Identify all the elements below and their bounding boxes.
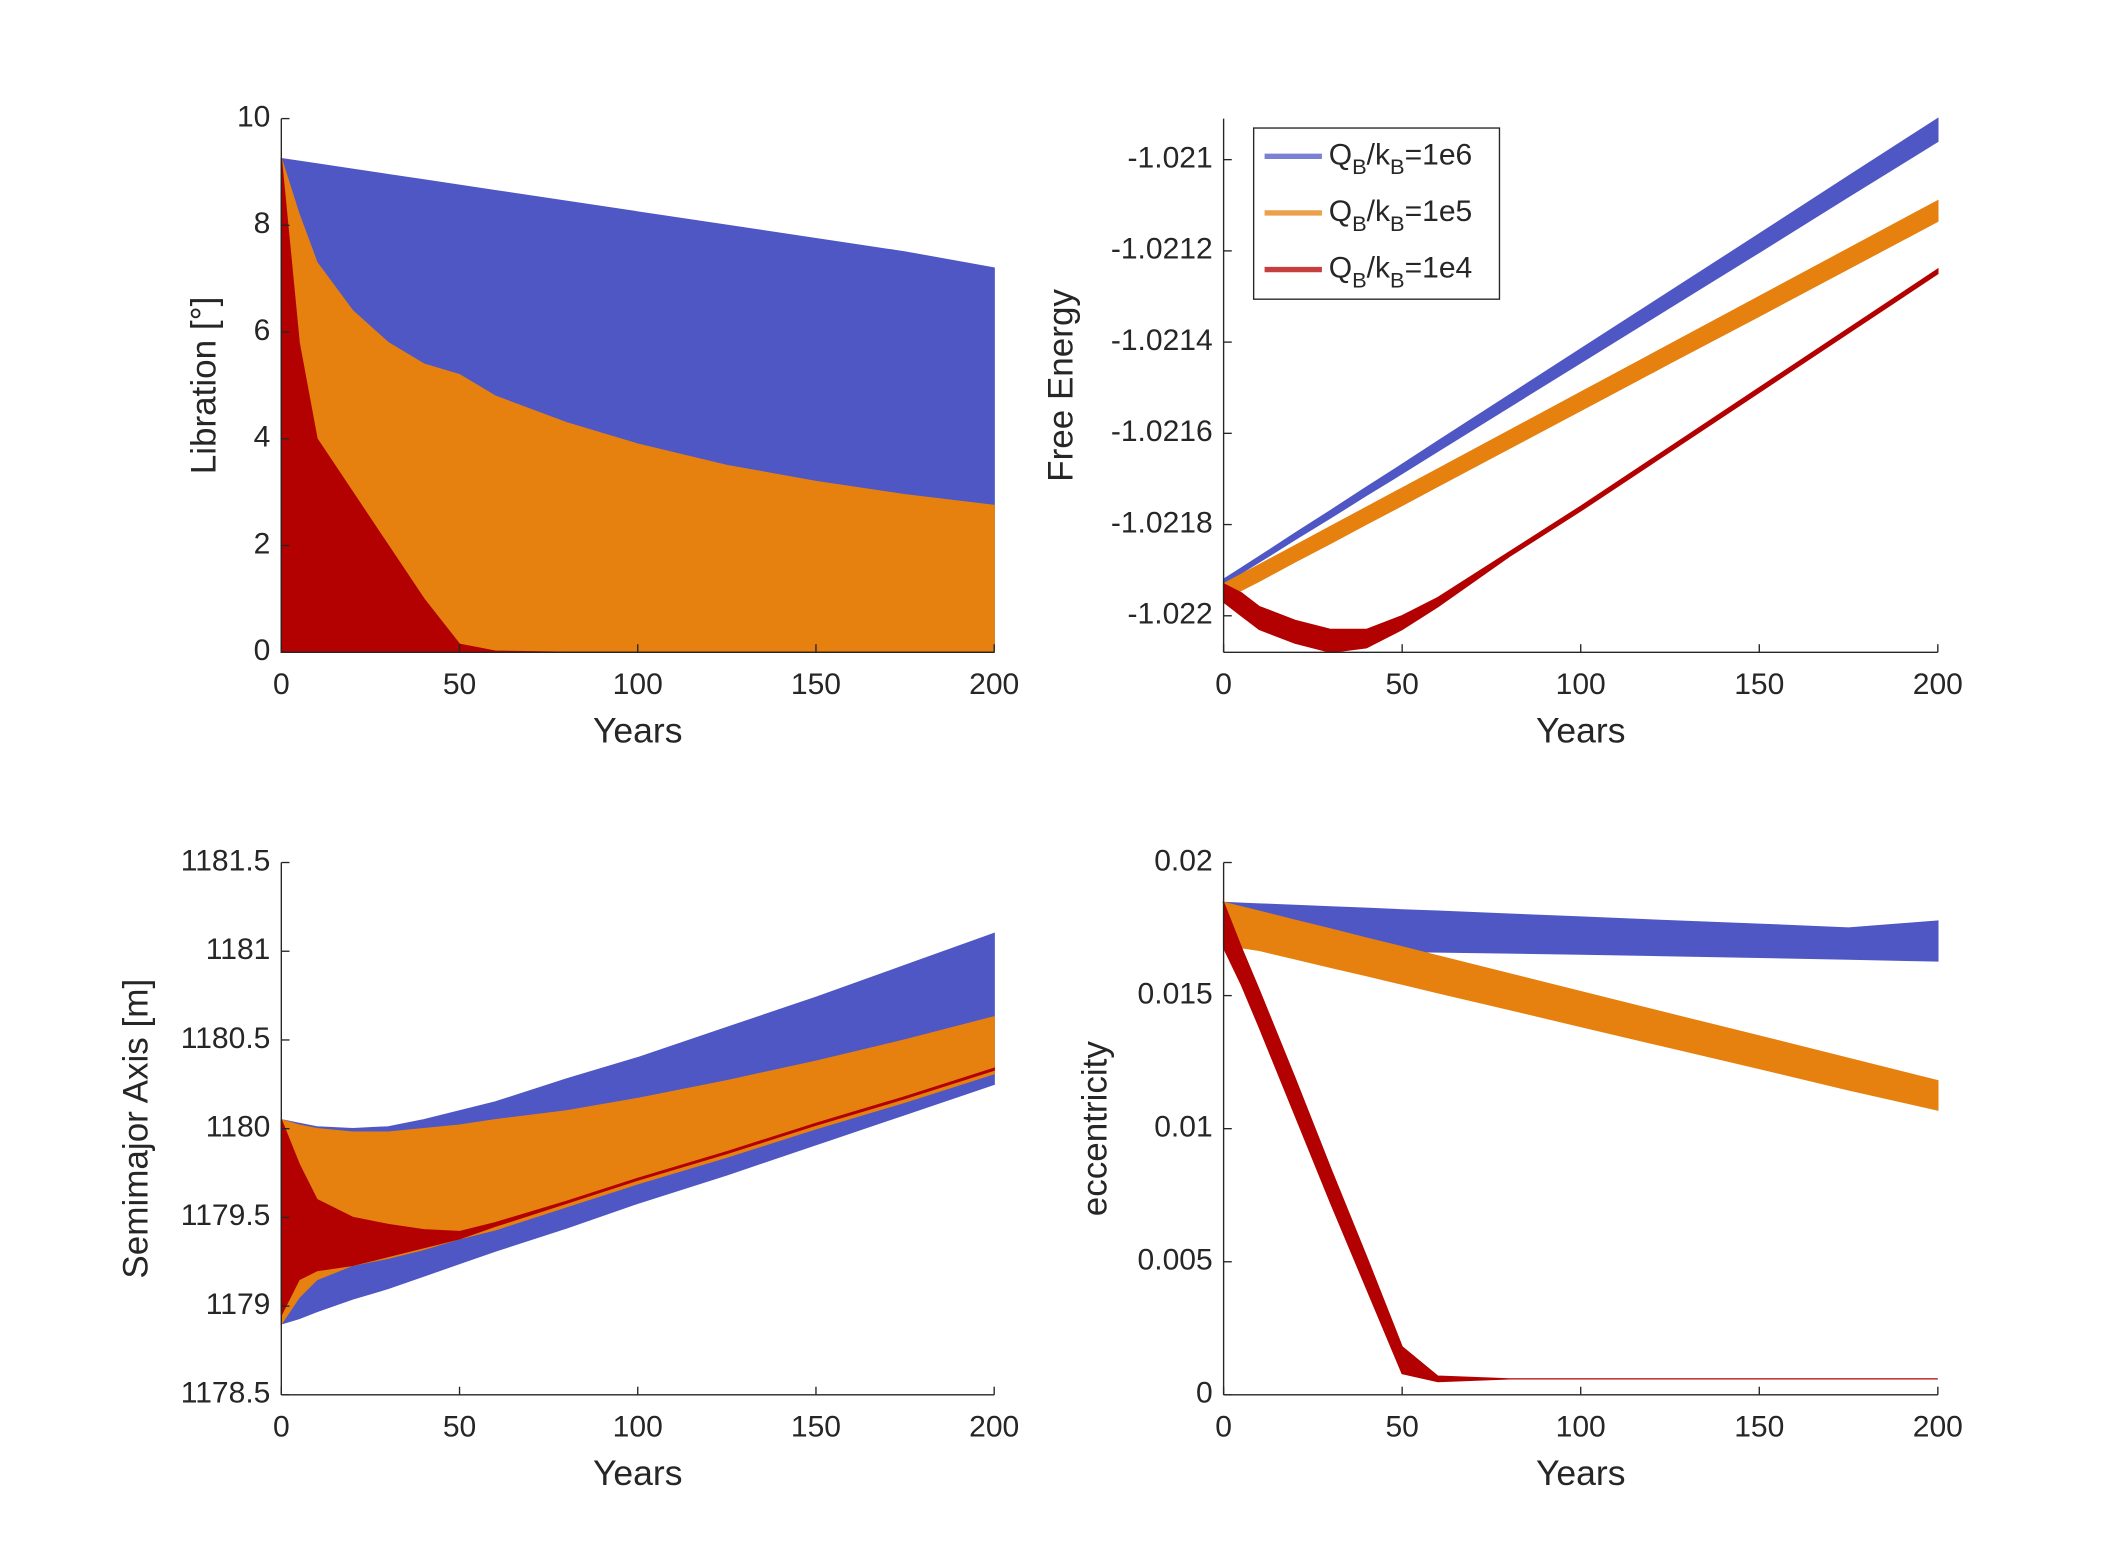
y-tick-label: 0	[254, 634, 271, 667]
y-tick-label: 0.015	[1138, 978, 1213, 1011]
x-tick-label: 50	[1385, 668, 1418, 701]
y-tick-label: -1.0214	[1111, 324, 1213, 357]
x-tick-label: 50	[1385, 1411, 1418, 1444]
y-tick-label: 10	[237, 101, 270, 134]
legend-char: /	[1367, 138, 1376, 171]
legend-label: QB/kB=1e4	[1329, 252, 1473, 293]
x-tick-label: 150	[1734, 668, 1784, 701]
x-tick-label: 100	[1556, 1411, 1606, 1444]
y-axis-label: eccentricity	[1075, 1041, 1114, 1217]
legend-char: 1	[1422, 195, 1439, 228]
y-tick-label: 0	[1196, 1377, 1213, 1410]
legend-label: QB/kB=1e6	[1329, 138, 1473, 179]
y-tick-label: 1181	[206, 933, 271, 966]
legend-char: Q	[1329, 195, 1352, 228]
band	[1222, 117, 1939, 586]
y-tick-label: 0.02	[1154, 845, 1212, 878]
y-tick-label: 1180.5	[181, 1022, 271, 1055]
legend-char: 5	[1456, 195, 1473, 228]
y-tick-label: 1178.5	[181, 1377, 271, 1410]
y-tick-label: 8	[254, 207, 271, 240]
y-tick-label: 1179.5	[181, 1199, 271, 1232]
y-tick-label: -1.0216	[1111, 415, 1213, 448]
x-tick-label: 200	[969, 1411, 1019, 1444]
y-axis-label: Semimajor Axis [m]	[116, 979, 155, 1279]
x-tick-label: 50	[443, 1411, 476, 1444]
legend-char: k	[1375, 138, 1390, 171]
legend-char: B	[1352, 211, 1367, 236]
legend-char: e	[1439, 138, 1456, 171]
x-tick-label: 150	[791, 668, 841, 701]
legend-char: B	[1390, 268, 1405, 293]
x-tick-label: 200	[969, 668, 1019, 701]
x-tick-label: 100	[613, 668, 663, 701]
legend-char: /	[1367, 195, 1376, 228]
y-tick-label: 0.005	[1138, 1244, 1213, 1277]
x-tick-label: 200	[1913, 1411, 1963, 1444]
legend-char: 1	[1422, 252, 1439, 285]
legend-char: Q	[1329, 138, 1352, 171]
legend-char: 1	[1422, 138, 1439, 171]
band	[1222, 901, 1939, 1111]
y-tick-label: 0.01	[1154, 1111, 1212, 1144]
y-tick-label: -1.0212	[1111, 233, 1213, 266]
legend-char: B	[1352, 268, 1367, 293]
x-axis-label: Years	[1536, 712, 1625, 751]
legend-char: Q	[1329, 252, 1352, 285]
legend-char: =	[1405, 138, 1423, 171]
x-tick-label: 0	[1215, 668, 1232, 701]
x-tick-label: 150	[791, 1411, 841, 1444]
x-tick-label: 0	[273, 1411, 290, 1444]
legend-char: B	[1352, 155, 1367, 180]
x-axis-label: Years	[593, 1454, 682, 1493]
band	[1222, 199, 1939, 601]
legend-char: =	[1405, 252, 1423, 285]
x-tick-label: 200	[1913, 668, 1963, 701]
legend-char: =	[1405, 195, 1423, 228]
y-axis-label: Free Energy	[1041, 289, 1080, 482]
y-tick-label: 2	[254, 528, 271, 561]
y-axis-label: Libration [°]	[184, 297, 223, 475]
y-tick-label: -1.022	[1128, 598, 1213, 631]
legend-char: k	[1375, 252, 1390, 285]
legend-char: B	[1390, 155, 1405, 180]
x-tick-label: 150	[1734, 1411, 1784, 1444]
y-tick-label: 1179	[206, 1288, 271, 1321]
x-tick-label: 0	[273, 668, 290, 701]
band	[1222, 902, 1938, 1383]
legend-char: e	[1439, 252, 1456, 285]
y-tick-label: -1.021	[1128, 142, 1213, 175]
legend-char: 6	[1456, 138, 1473, 171]
x-tick-label: 100	[613, 1411, 663, 1444]
x-tick-label: 100	[1556, 668, 1606, 701]
x-tick-label: 0	[1215, 1411, 1232, 1444]
x-tick-label: 50	[443, 668, 476, 701]
band	[280, 1016, 995, 1327]
band	[280, 1067, 995, 1316]
y-tick-label: 6	[254, 314, 271, 347]
legend-char: k	[1375, 195, 1390, 228]
legend-char: /	[1367, 252, 1376, 285]
legend-char: e	[1439, 195, 1456, 228]
y-tick-label: 1180	[206, 1111, 271, 1144]
y-tick-label: 1181.5	[181, 845, 271, 878]
x-axis-label: Years	[593, 712, 682, 751]
legend-char: B	[1390, 211, 1405, 236]
x-axis-label: Years	[1536, 1454, 1625, 1493]
legend-label: QB/kB=1e5	[1329, 195, 1473, 236]
y-tick-label: -1.0218	[1111, 507, 1213, 540]
y-tick-label: 4	[254, 421, 271, 454]
legend-char: 4	[1456, 252, 1473, 285]
band	[1222, 267, 1939, 653]
